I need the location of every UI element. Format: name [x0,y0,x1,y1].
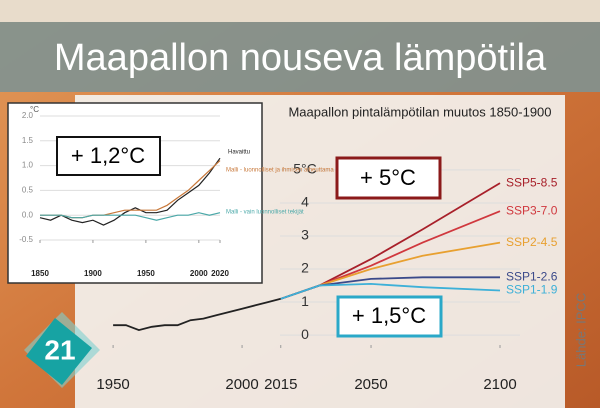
series-line [40,212,221,221]
y-tick-label: 1 [301,293,309,309]
series-label: Malli - luonnolliset ja ihmisen aiheutta… [226,168,334,174]
badge [26,318,92,385]
annotation-box [336,295,443,338]
x-tick-label: 1850 [31,269,49,278]
y-tick-label: 0.5 [22,186,34,195]
x-tick-label: 2100 [483,376,516,393]
series-label: SSP1-1.9 [506,283,558,297]
title-band [0,22,600,92]
series-label: SSP1-2.6 [506,269,558,283]
slide-title: Maapallon nouseva lämpötila [54,37,547,79]
y-tick-label: 2 [301,260,309,276]
sky [0,0,600,22]
charts: 0 1 2 3 4 5°C 1950 2000 2015 2050 2100 SSP5-8.5 SSP3… [19,105,557,393]
y-tick-label: 0.0 [22,210,34,219]
series-label: Malli - vain luonnolliset tekijät [226,210,304,216]
x-tick-label: 1900 [84,269,102,278]
annotation: + 5°C [360,165,416,190]
y-tick-label: 1.5 [22,136,34,145]
annotation: + 1,2°C [71,143,145,168]
y-tick-label: 0 [301,326,309,342]
annotation-box [335,156,442,200]
x-tick-label: 1950 [96,376,129,393]
y-tick-label: -0.5 [19,235,33,244]
series-label: SSP3-7.0 [506,203,558,217]
unit-label: °C [30,105,39,114]
source: Lähde: IPCC [573,293,588,367]
chart-title: Maapallon pintalämpötilan muutos 1850-19… [288,104,551,119]
inset-frame [7,102,263,284]
x-tick-label: 2000 [190,269,208,278]
x-tick-label: 2000 [225,376,258,393]
x-tick-label: 2020 [211,269,229,278]
series-label: Havaittu [228,150,250,156]
series-line [113,297,282,332]
y-tick-label: 4 [301,194,309,210]
y-tick-label: 1.0 [22,161,34,170]
y-tick-label: 3 [301,227,309,243]
x-tick-label: 2015 [264,376,297,393]
annotation-box [56,136,161,176]
y-tick-label: 5°C [293,161,317,177]
series-label: SSP5-8.5 [506,175,558,189]
y-tick-label: 2.0 [22,111,34,120]
badge-number: 21 [44,334,75,365]
x-tick-label: 1950 [137,269,155,278]
series-label: SSP2-4.5 [506,235,558,249]
annotation: + 1,5°C [352,303,426,328]
series-line [280,282,501,300]
x-tick-label: 2050 [354,376,387,393]
